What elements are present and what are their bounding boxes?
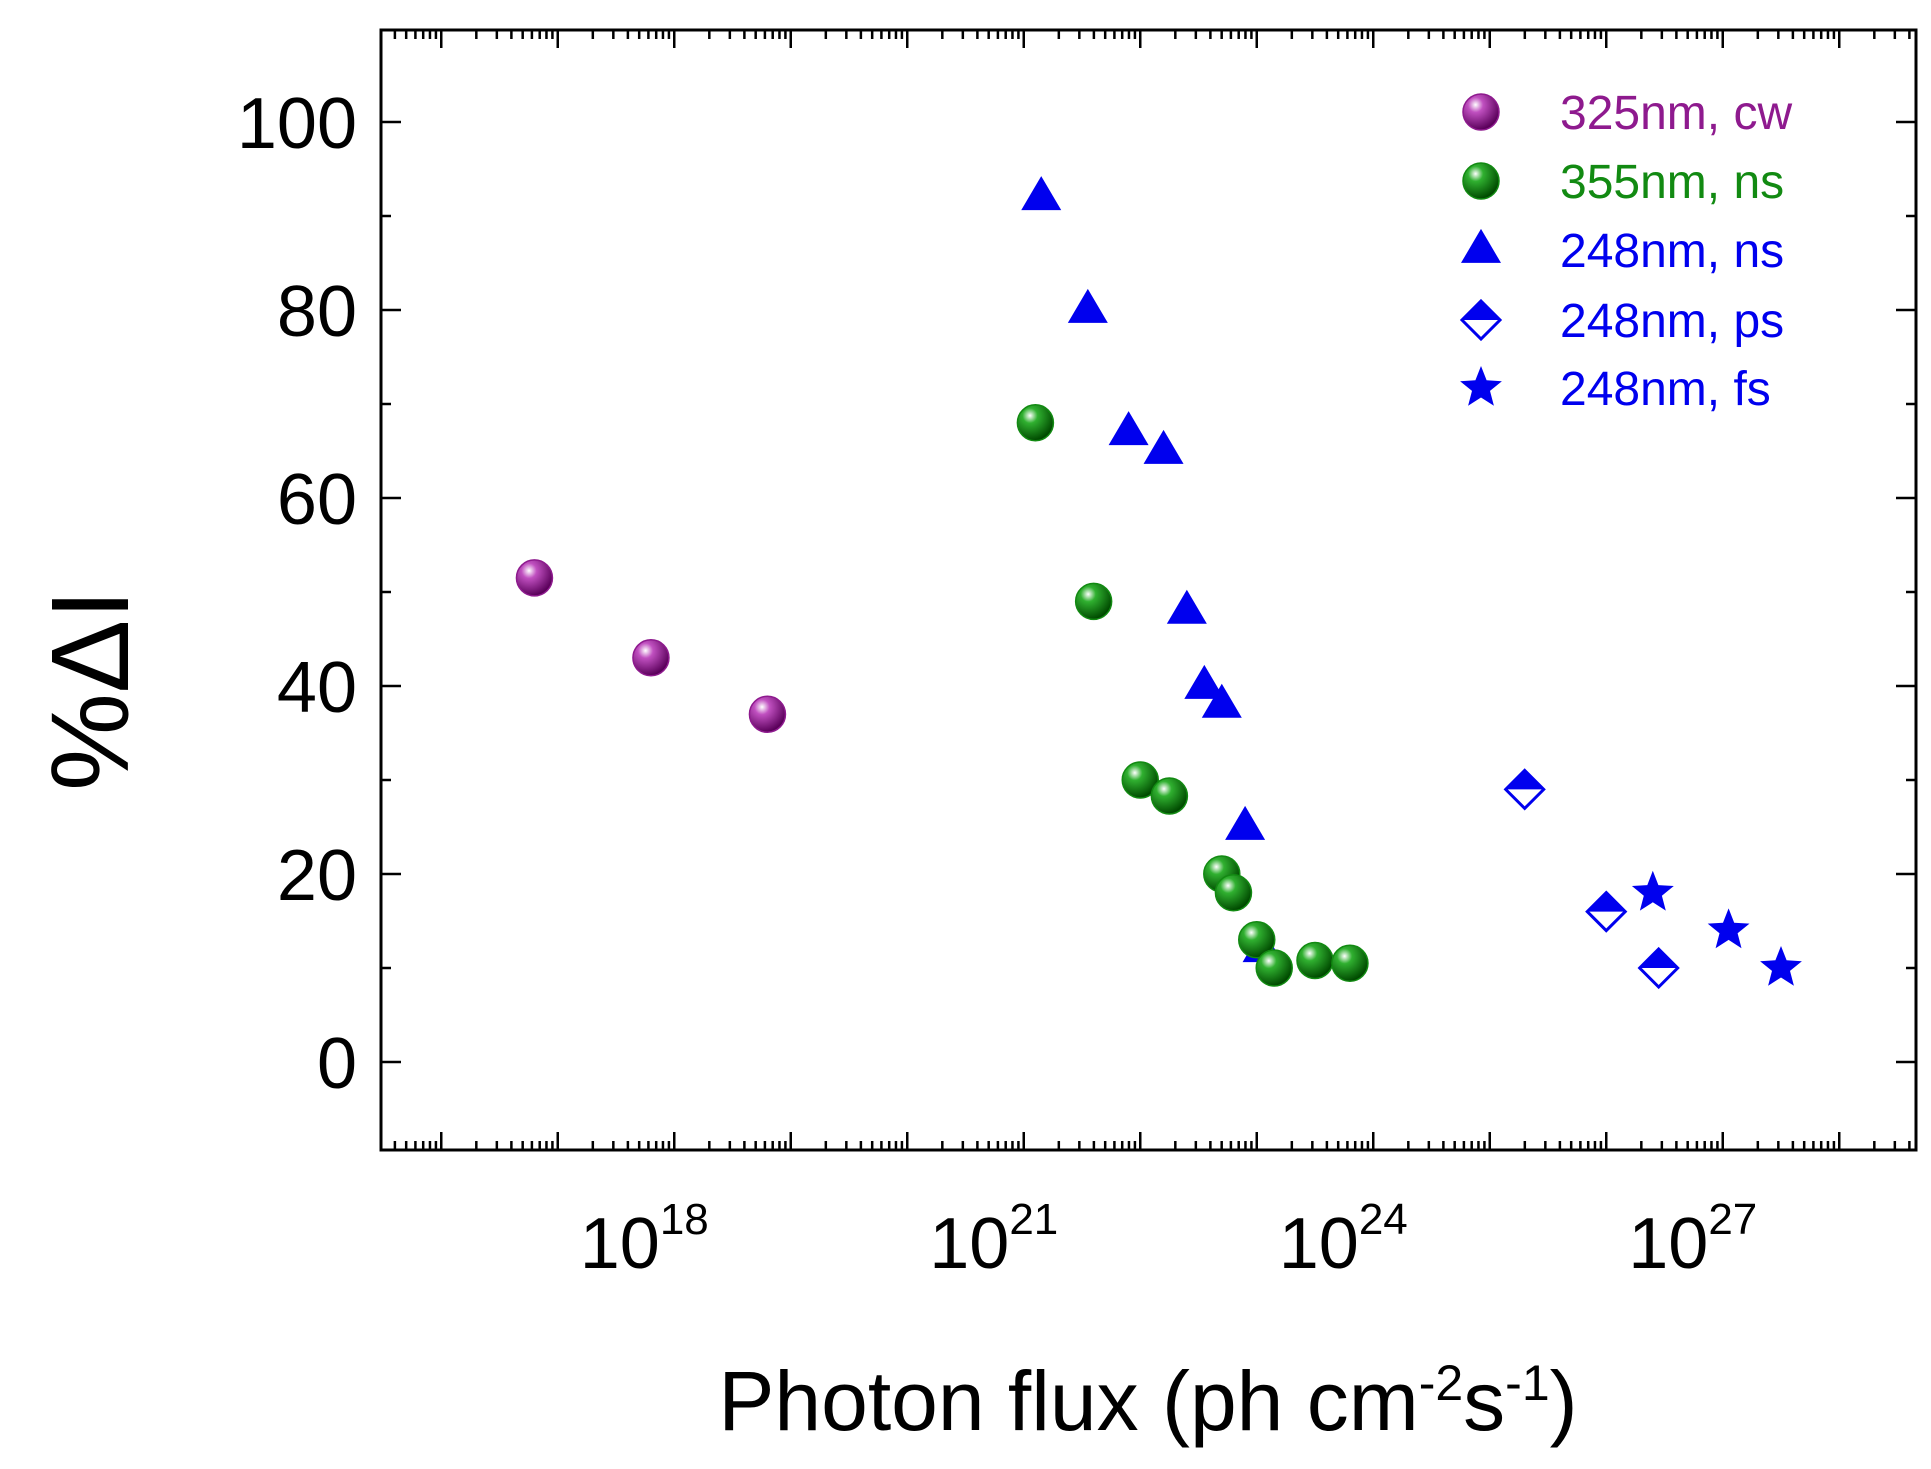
data-point: [1296, 941, 1334, 980]
y-tick-label: 100: [237, 84, 357, 164]
y-axis-ticks: [381, 120, 1916, 1064]
data-point: [1166, 589, 1207, 624]
x-axis-title: Photon flux (ph cm-2s-1): [718, 1354, 1577, 1448]
y-axis-tick-labels: 0 20 40 60 80 100: [237, 84, 357, 1104]
legend-label: 248nm, ns: [1560, 225, 1784, 278]
data-point: [1214, 874, 1253, 912]
x-tick-label: 1027: [1628, 1195, 1757, 1284]
legend-label: 248nm, ps: [1560, 295, 1784, 348]
data-point: [632, 639, 670, 677]
x-tick-label: 1018: [580, 1195, 709, 1284]
data-point: [1143, 429, 1184, 464]
data-point: [1016, 404, 1055, 442]
legend-label: 355nm, ns: [1560, 156, 1784, 209]
legend-item: 248nm, fs: [1460, 363, 1771, 416]
x-axis-ticks: [393, 30, 1911, 1150]
data-point: [1760, 946, 1802, 986]
data-point: [1707, 908, 1750, 949]
data-point: [1503, 768, 1546, 811]
data-point: [1074, 582, 1113, 621]
data-point: [1184, 664, 1225, 699]
data-point: [1021, 176, 1062, 211]
data-point: [1585, 890, 1628, 933]
y-tick-label: 40: [277, 648, 357, 728]
y-tick-label: 60: [277, 460, 357, 540]
data-points: [515, 176, 1802, 990]
legend-marker: [1460, 366, 1502, 406]
legend-item: 325nm, cw: [1462, 87, 1792, 140]
legend-label: 248nm, fs: [1560, 363, 1771, 416]
data-point: [1108, 411, 1149, 446]
data-point: [1201, 683, 1242, 718]
data-point: [1331, 944, 1369, 983]
legend-marker: [1462, 93, 1500, 131]
data-point: [1067, 288, 1108, 323]
data-point: [1238, 921, 1276, 959]
legend-label: 325nm, cw: [1560, 87, 1792, 140]
data-point: [1631, 870, 1674, 911]
legend-item: 248nm, ns: [1461, 225, 1784, 278]
data-point: [1121, 761, 1159, 799]
data-point: [1150, 777, 1189, 815]
legend: 325nm, cw 355nm, ns 248nm, ns 248nm, ps 248n…: [1459, 87, 1792, 416]
data-point: [1637, 946, 1680, 990]
x-axis-tick-labels: 1018 1021 1024 1027: [580, 1195, 1758, 1284]
data-point: [515, 559, 554, 597]
plot-frame: [379, 28, 1918, 1152]
data-point: [1255, 949, 1293, 987]
y-axis-title: %ΔI: [29, 589, 152, 791]
legend-marker: [1461, 228, 1501, 263]
y-tick-label: 20: [277, 836, 357, 916]
legend-marker: [1462, 162, 1500, 200]
legend-marker: [1459, 298, 1503, 342]
y-tick-label: 0: [317, 1024, 357, 1104]
x-tick-label: 1021: [929, 1195, 1058, 1284]
data-point: [1225, 805, 1266, 840]
x-tick-label: 1024: [1279, 1195, 1408, 1284]
data-point: [748, 695, 787, 733]
legend-item: 248nm, ps: [1459, 295, 1784, 348]
legend-item: 355nm, ns: [1462, 156, 1784, 209]
y-tick-label: 80: [277, 272, 357, 352]
